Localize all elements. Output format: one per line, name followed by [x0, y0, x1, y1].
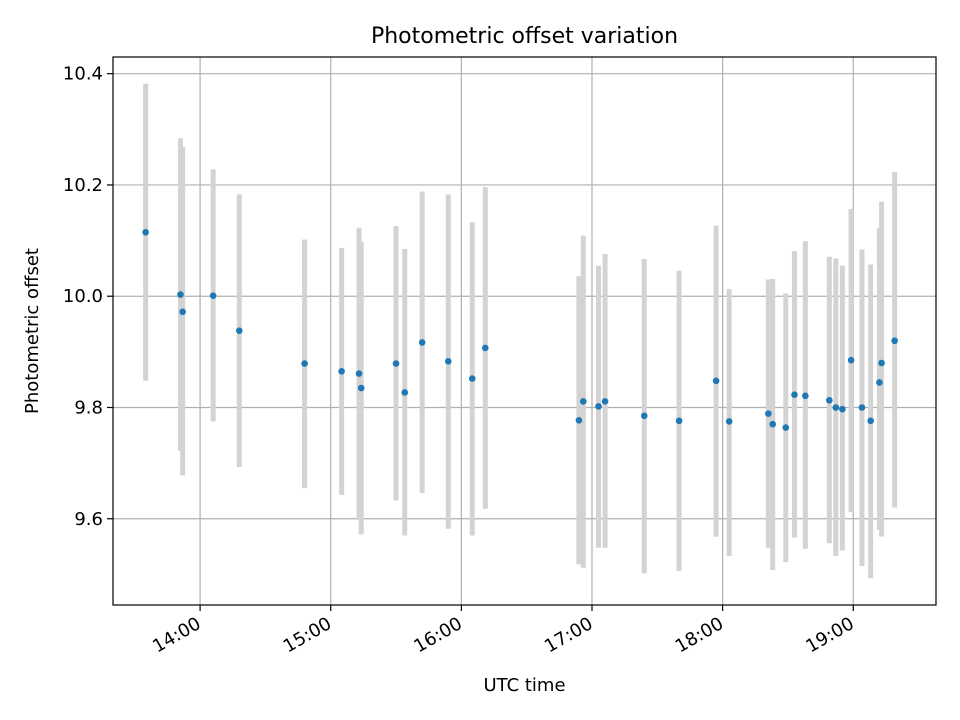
y-tick-label: 10.0	[63, 286, 103, 307]
data-point	[142, 228, 149, 236]
data-point	[338, 368, 345, 375]
data-point	[235, 327, 243, 335]
chart-title: Photometric offset variation	[371, 24, 678, 49]
data-point	[401, 389, 409, 396]
data-point	[468, 375, 476, 382]
data-point	[839, 405, 846, 413]
data-point	[725, 418, 733, 425]
data-point	[177, 291, 184, 298]
y-axis-label: Photometric offset	[22, 248, 43, 414]
data-point	[444, 358, 452, 365]
data-point	[826, 396, 833, 404]
x-axis-label: UTC time	[483, 675, 565, 696]
data-point	[769, 420, 777, 428]
data-point	[601, 398, 609, 405]
data-point	[876, 379, 883, 386]
data-point	[209, 292, 217, 299]
data-point	[392, 360, 400, 367]
data-point	[878, 359, 885, 367]
y-tick-label: 10.4	[63, 64, 103, 85]
data-point	[179, 308, 186, 316]
grid-layer	[113, 57, 936, 605]
data-point	[579, 398, 587, 405]
y-tick-label: 10.2	[63, 175, 103, 196]
point-layer	[142, 228, 898, 431]
data-point	[765, 410, 772, 417]
data-point	[301, 360, 308, 367]
data-point	[802, 392, 809, 400]
data-point	[418, 339, 426, 346]
data-point	[891, 337, 898, 345]
data-point	[858, 404, 866, 411]
y-tick-label: 9.6	[74, 509, 103, 530]
plot-frame	[112, 56, 937, 606]
data-point	[847, 356, 855, 364]
data-point	[832, 404, 840, 411]
data-point	[357, 384, 365, 392]
data-point	[482, 344, 489, 352]
data-point	[867, 417, 874, 425]
data-point	[675, 417, 683, 425]
data-point	[791, 391, 798, 399]
data-point	[595, 403, 602, 410]
data-point	[575, 416, 583, 424]
data-point	[355, 370, 363, 377]
y-tick-label: 9.8	[74, 397, 103, 418]
data-point	[640, 412, 648, 420]
data-point	[782, 424, 790, 431]
data-point	[712, 377, 720, 385]
